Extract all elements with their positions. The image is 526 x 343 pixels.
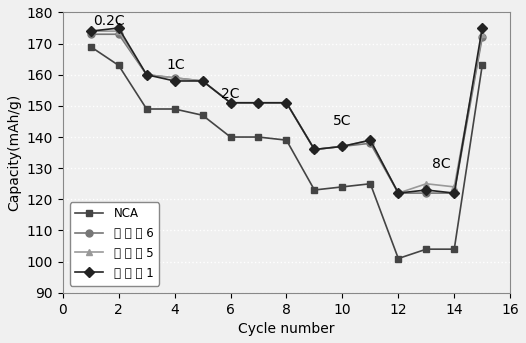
NCA (255, 135, 261, 139)
实 施 例 5 (479, 32, 485, 36)
NCA (284, 138, 290, 142)
实 施 例 1 (199, 79, 206, 83)
实 施 例 1 (284, 101, 290, 105)
Line: NCA: NCA (87, 43, 485, 262)
Text: 0.2C: 0.2C (94, 14, 125, 28)
实 施 例 6 (423, 191, 429, 195)
实 施 例 1 (87, 29, 94, 33)
NCA (451, 247, 458, 251)
NCA (199, 113, 206, 117)
Text: 2C: 2C (221, 87, 239, 101)
实 施 例 5 (423, 182, 429, 186)
实 施 例 5 (199, 79, 206, 83)
Y-axis label: Capacity(mAh/g): Capacity(mAh/g) (7, 94, 21, 211)
实 施 例 6 (255, 101, 261, 105)
X-axis label: Cycle number: Cycle number (238, 322, 335, 336)
实 施 例 6 (395, 191, 401, 195)
实 施 例 1 (423, 188, 429, 192)
实 施 例 6 (367, 141, 373, 145)
实 施 例 6 (171, 76, 178, 80)
实 施 例 6 (199, 79, 206, 83)
NCA (144, 107, 150, 111)
NCA (171, 107, 178, 111)
NCA (227, 135, 234, 139)
实 施 例 5 (367, 138, 373, 142)
实 施 例 6 (311, 147, 318, 152)
实 施 例 1 (339, 144, 346, 149)
实 施 例 1 (171, 79, 178, 83)
NCA (116, 63, 122, 68)
实 施 例 6 (339, 144, 346, 149)
实 施 例 1 (479, 26, 485, 30)
实 施 例 5 (116, 29, 122, 33)
实 施 例 6 (284, 101, 290, 105)
Text: 1C: 1C (166, 58, 185, 72)
实 施 例 1 (116, 26, 122, 30)
NCA (395, 257, 401, 261)
实 施 例 1 (367, 138, 373, 142)
实 施 例 5 (395, 191, 401, 195)
Line: 实 施 例 1: 实 施 例 1 (87, 25, 485, 197)
实 施 例 1 (255, 101, 261, 105)
实 施 例 5 (284, 101, 290, 105)
实 施 例 6 (144, 73, 150, 77)
Text: 5C: 5C (332, 114, 351, 128)
实 施 例 5 (87, 29, 94, 33)
NCA (367, 182, 373, 186)
实 施 例 1 (144, 73, 150, 77)
Text: 8C: 8C (432, 157, 450, 171)
实 施 例 1 (227, 101, 234, 105)
实 施 例 6 (227, 101, 234, 105)
实 施 例 5 (227, 101, 234, 105)
Line: 实 施 例 5: 实 施 例 5 (87, 28, 485, 197)
NCA (423, 247, 429, 251)
实 施 例 6 (479, 35, 485, 39)
NCA (479, 63, 485, 68)
NCA (339, 185, 346, 189)
实 施 例 5 (339, 144, 346, 149)
实 施 例 6 (451, 191, 458, 195)
实 施 例 5 (255, 101, 261, 105)
NCA (311, 188, 318, 192)
Legend: NCA, 实 施 例 6, 实 施 例 5, 实 施 例 1: NCA, 实 施 例 6, 实 施 例 5, 实 施 例 1 (69, 202, 159, 286)
实 施 例 5 (144, 73, 150, 77)
实 施 例 1 (395, 191, 401, 195)
实 施 例 5 (311, 147, 318, 152)
实 施 例 5 (451, 185, 458, 189)
Line: 实 施 例 6: 实 施 例 6 (87, 31, 485, 197)
实 施 例 6 (116, 32, 122, 36)
实 施 例 1 (311, 147, 318, 152)
实 施 例 6 (87, 32, 94, 36)
实 施 例 1 (451, 191, 458, 195)
NCA (87, 45, 94, 49)
实 施 例 5 (171, 76, 178, 80)
